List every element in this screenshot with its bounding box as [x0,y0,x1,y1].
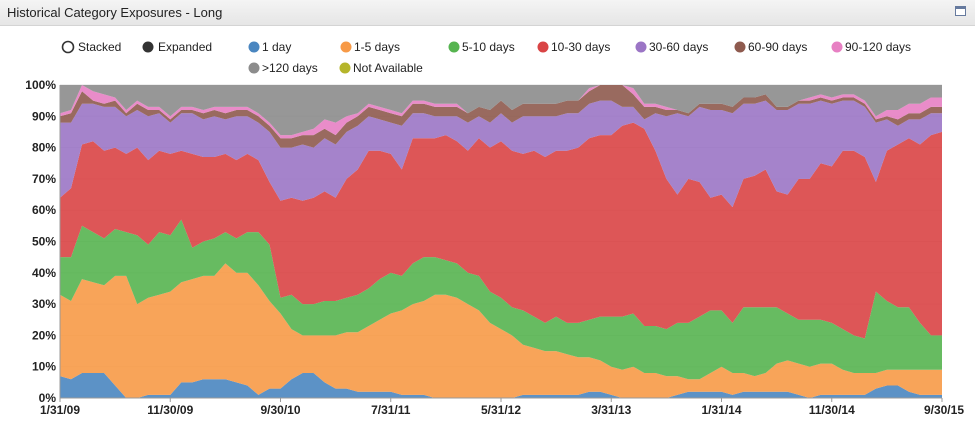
y-tick-label: 70% [32,172,56,186]
y-tick-label: 80% [32,141,56,155]
radio-selected-icon [142,41,154,53]
legend-label: 60-90 days [748,40,807,54]
legend-marker [635,41,647,53]
y-tick-label: 30% [32,297,56,311]
x-tick-label: 9/30/15 [924,403,964,417]
legend-label: Not Available [353,61,423,75]
y-tick-label: 0% [39,391,57,405]
x-tick-label: 11/30/14 [809,403,855,417]
legend-marker [734,41,746,53]
legend-label: 5-10 days [462,40,515,54]
series-area [60,122,942,339]
x-tick-label: 11/30/09 [147,403,193,417]
legend-label: >120 days [262,61,318,75]
x-tick-label: 7/31/11 [371,403,411,417]
legend-item[interactable]: Not Available [339,61,424,75]
legend-label: 90-120 days [845,40,911,54]
panel-title: Historical Category Exposures - Long [7,5,223,20]
legend-option-label: Expanded [158,40,212,54]
legend-item[interactable]: 1 day [248,40,292,54]
x-tick-label: 3/31/13 [591,403,631,417]
legend-item[interactable]: 90-120 days [831,40,912,54]
y-tick-label: 60% [32,203,56,217]
legend-marker [339,62,351,74]
x-tick-label: 5/31/12 [481,403,521,417]
legend-marker [448,41,460,53]
legend-marker [248,62,260,74]
maximize-icon[interactable] [955,6,966,16]
legend-item[interactable]: 10-30 days [537,40,611,54]
series-area [60,100,942,208]
radio-unselected-icon [61,40,75,54]
legend-item[interactable]: 5-10 days [448,40,515,54]
legend-label: 30-60 days [649,40,708,54]
y-tick-label: 100% [25,78,56,92]
y-tick-label: 90% [32,109,56,123]
series-areas [60,85,942,398]
x-tick-label: 1/31/14 [701,403,741,417]
x-tick-label: 1/31/09 [40,403,80,417]
legend-option-expanded[interactable]: Expanded [142,40,213,54]
legend-item[interactable]: 1-5 days [340,40,401,54]
x-axis: 1/31/09 11/30/09 9/30/10 7/31/11 5/31/12 3/31… [40,397,964,417]
legend-marker [340,41,352,53]
y-tick-label: 20% [32,328,56,342]
legend-item[interactable]: 30-60 days [635,40,709,54]
legend-marker [248,41,260,53]
series-area [60,85,942,148]
legend-label: 1-5 days [354,40,400,54]
y-axis: 0% 10% 20% 30% 40% 50% 60% 70% 80% 90% 100% [25,78,61,405]
legend-label: 1 day [262,40,291,54]
legend: Stacked Expanded 1 day 1-5 days 5-10 days 1… [61,40,912,75]
panel-header: Historical Category Exposures - Long [0,0,975,26]
legend-marker [831,41,843,53]
legend-item[interactable]: >120 days [248,61,318,75]
series-area [60,373,942,398]
series-area [60,263,942,398]
legend-option-stacked[interactable]: Stacked [61,40,122,54]
y-tick-label: 50% [32,235,56,249]
legend-item[interactable]: 60-90 days [734,40,808,54]
legend-option-label: Stacked [78,40,121,54]
x-tick-label: 9/30/10 [260,403,300,417]
y-tick-label: 10% [32,360,56,374]
legend-marker [537,41,549,53]
series-area [60,219,942,380]
legend-label: 10-30 days [551,40,610,54]
y-tick-label: 40% [32,266,56,280]
series-area [60,85,942,136]
